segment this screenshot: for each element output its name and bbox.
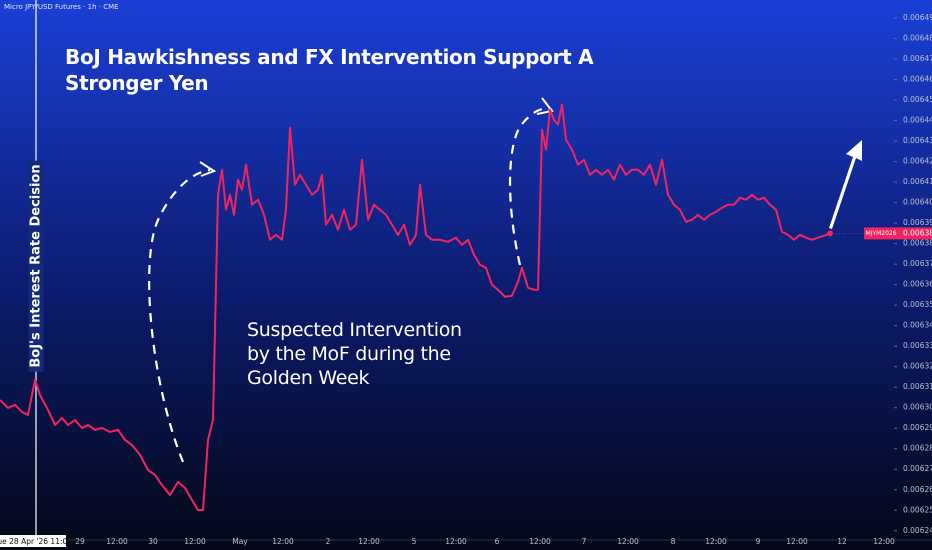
x-tick-label: 12:00 xyxy=(358,537,380,546)
x-tick-label: 2 xyxy=(326,537,331,546)
dashed-arrow xyxy=(508,107,553,266)
x-tick-label: 6 xyxy=(495,537,500,546)
y-tick-label: 0.006490 xyxy=(903,13,932,22)
price-tag: MJYM2026 xyxy=(865,230,896,237)
x-tick-box xyxy=(0,535,66,547)
up-arrow xyxy=(829,140,862,229)
x-tick-label: 12:00 xyxy=(786,537,808,546)
x-tick-label: 12:00 xyxy=(184,537,206,546)
event-label: BoJ's Interest Rate Decision xyxy=(28,160,44,372)
x-tick-label: May xyxy=(232,537,248,546)
x-tick-label: 12:00 xyxy=(445,537,467,546)
arrow-head xyxy=(199,161,217,177)
header: Micro JPY/USD Futures · 1h · CME xyxy=(4,3,119,11)
dashed-arrow xyxy=(148,168,211,463)
x-tick-label: 12:00 xyxy=(705,537,727,546)
x-tick-label: 12:00 xyxy=(272,537,294,546)
x-tick-label: 29 xyxy=(75,537,85,546)
x-tick-label: 12:00 xyxy=(106,537,128,546)
x-tick-label: 12:00 xyxy=(529,537,551,546)
x-tick-label: 12 xyxy=(837,537,847,546)
x-tick-label: 9 xyxy=(756,537,761,546)
x-tick-label: 12:00 xyxy=(617,537,639,546)
annotation: Suspected Intervention by the MoF during… xyxy=(247,319,462,389)
x-tick-label: 30 xyxy=(148,537,158,546)
arrow-head xyxy=(536,97,554,115)
last-price-box xyxy=(898,227,932,240)
price-line xyxy=(0,103,831,512)
x-tick-label: 8 xyxy=(671,537,676,546)
price-tag-box xyxy=(864,227,898,240)
x-tick-label: 7 xyxy=(582,537,587,546)
x-tick-label: 12:00 xyxy=(873,537,895,546)
x-tick-label: Tue 28 Apr '26 11:00 xyxy=(0,537,72,546)
dashed-arrows xyxy=(148,107,553,463)
last-price: 0.006385 xyxy=(903,228,932,237)
chart-title: BoJ Hawkishness and FX Intervention Supp… xyxy=(65,45,594,95)
x-tick-label: 5 xyxy=(412,537,417,546)
